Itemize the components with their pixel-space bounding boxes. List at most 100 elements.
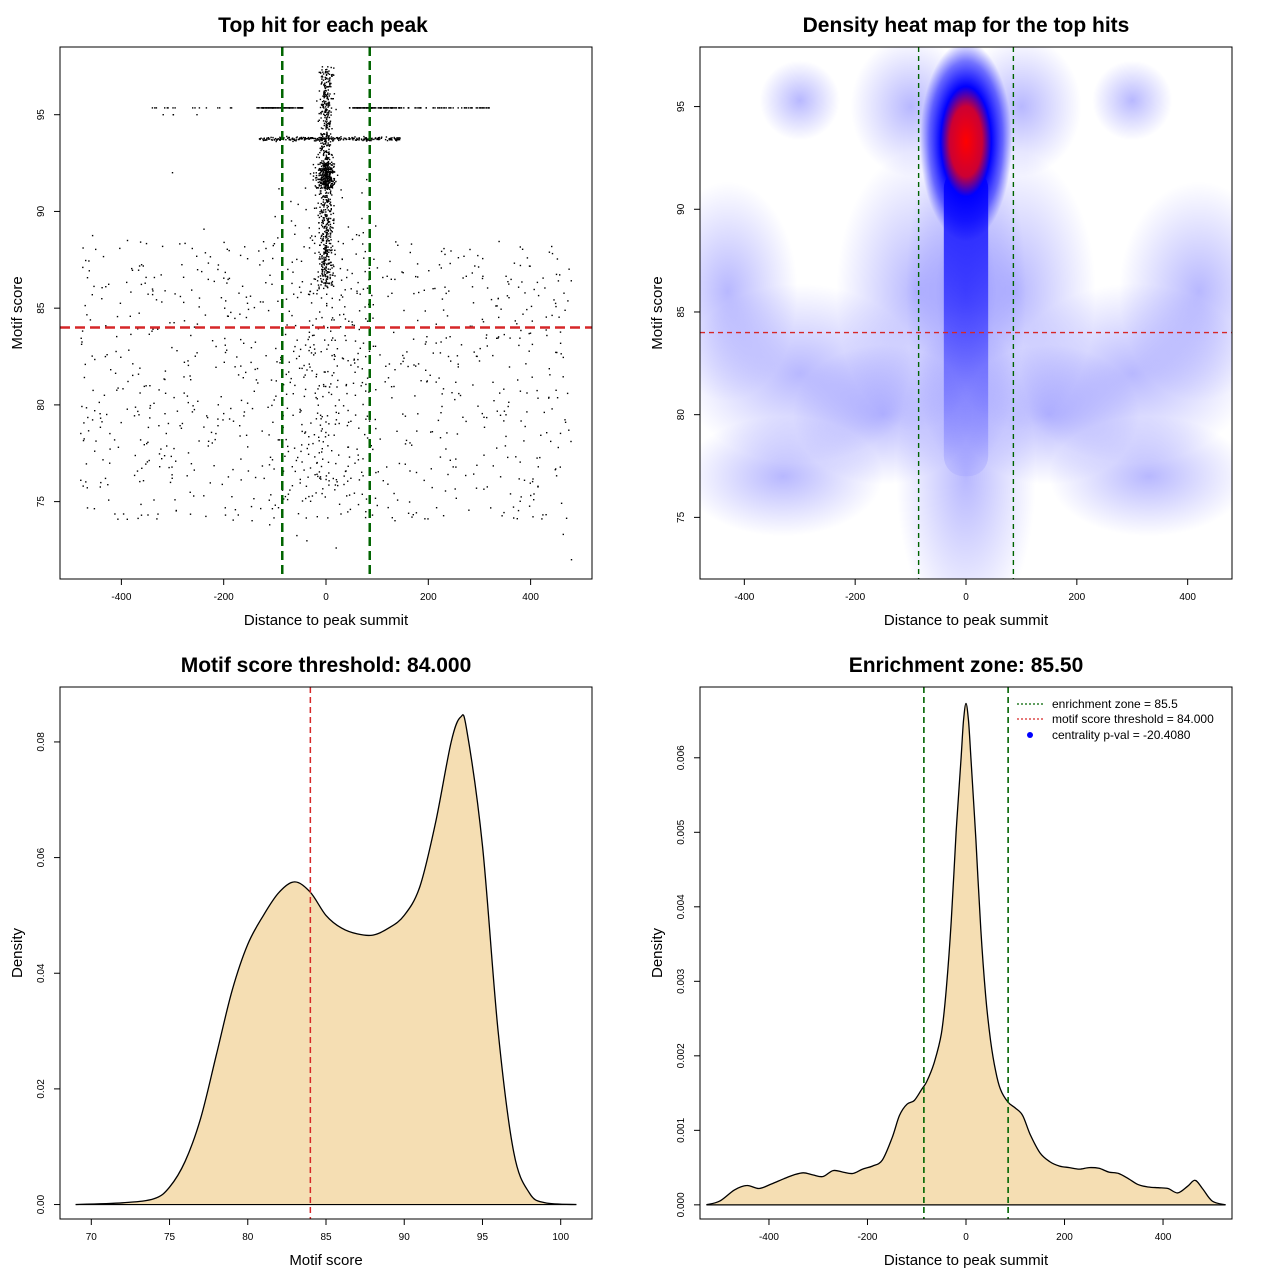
scatter-point: [325, 248, 327, 250]
y-tick-label: 0.02: [36, 1079, 47, 1099]
scatter-point: [145, 463, 147, 465]
scatter-point: [87, 430, 90, 432]
scatter-point: [474, 265, 476, 267]
scatter-point: [330, 330, 332, 332]
scatter-point: [254, 476, 257, 479]
reference-lines: [700, 47, 1232, 579]
scatter-point: [418, 291, 420, 294]
scatter-point: [358, 427, 360, 429]
scatter-point: [435, 342, 437, 344]
scatter-point: [387, 506, 389, 509]
scatter-point: [328, 125, 331, 128]
scatter-point: [204, 314, 207, 316]
scatter-point: [320, 174, 322, 176]
scatter-point: [332, 219, 334, 221]
scatter-point: [314, 137, 317, 140]
scatter-point: [327, 238, 329, 240]
scatter-point: [321, 104, 323, 106]
scatter-point: [300, 136, 303, 139]
x-tick-label: 0: [323, 592, 329, 603]
scatter-point: [228, 249, 230, 252]
scatter-point: [352, 382, 355, 384]
scatter-point: [327, 72, 329, 75]
scatter-point: [101, 298, 103, 300]
scatter-point: [357, 459, 360, 461]
scatter-point: [329, 78, 331, 80]
scatter-point: [256, 367, 259, 370]
scatter-point: [536, 281, 539, 284]
scatter-point: [326, 222, 329, 225]
scatter-point: [107, 484, 109, 486]
scatter-point: [431, 486, 433, 489]
scatter-point: [328, 101, 330, 103]
scatter-point: [426, 336, 428, 338]
scatter-point: [404, 463, 406, 465]
scatter-point: [325, 259, 327, 261]
scatter-point: [187, 360, 189, 362]
scatter-point: [325, 267, 327, 269]
scatter-point: [333, 170, 335, 173]
scatter-point: [83, 422, 85, 424]
scatter-point: [393, 492, 395, 495]
scatter-point: [457, 363, 459, 365]
scatter-point: [250, 347, 253, 349]
scatter-point: [457, 107, 459, 109]
scatter-point: [194, 355, 196, 357]
scatter-point: [325, 237, 327, 239]
scatter-point: [321, 240, 324, 242]
scatter-point: [437, 107, 439, 109]
scatter-point: [91, 355, 93, 357]
scatter-point: [134, 406, 137, 408]
scatter-point: [148, 333, 150, 335]
scatter-point: [301, 461, 303, 463]
scatter-point: [372, 304, 374, 306]
scatter-point: [126, 239, 129, 242]
scatter-point: [253, 498, 255, 500]
scatter-point: [307, 476, 309, 478]
scatter-point: [526, 257, 529, 259]
scatter-point: [312, 442, 314, 445]
scatter-point: [480, 107, 482, 109]
scatter-point: [525, 363, 527, 365]
scatter-point: [323, 163, 326, 166]
scatter-point: [496, 305, 498, 307]
scatter-point: [325, 108, 327, 110]
scatter-point: [398, 138, 400, 141]
scatter-point: [149, 404, 152, 407]
scatter-point: [93, 508, 96, 510]
scatter-point: [315, 179, 317, 181]
scatter-point: [333, 358, 335, 361]
scatter-point: [308, 495, 310, 498]
scatter-point: [181, 422, 184, 425]
scatter-point: [329, 77, 331, 79]
scatter-point: [324, 371, 326, 373]
scatter-point: [375, 471, 377, 474]
scatter-point: [315, 396, 317, 399]
scatter-point: [189, 375, 191, 377]
scatter-point: [167, 422, 170, 425]
scatter-point: [217, 425, 219, 427]
scatter-point: [329, 122, 331, 124]
scatter-point: [315, 174, 318, 177]
x-tick-label: 100: [552, 1232, 569, 1243]
scatter-point: [322, 169, 324, 171]
scatter-point: [271, 459, 274, 461]
legend: enrichment zone = 85.5 motif score thres…: [1017, 697, 1214, 742]
scatter-point: [321, 256, 323, 258]
scatter-point: [323, 275, 325, 277]
scatter-point: [465, 107, 468, 109]
scatter-point: [327, 165, 329, 167]
scatter-point: [327, 102, 329, 104]
scatter-point: [321, 137, 323, 139]
scatter-point: [530, 494, 532, 497]
scatter-point: [325, 231, 327, 234]
scatter-point: [329, 268, 331, 271]
scatter-point: [179, 295, 182, 298]
scatter-point: [405, 439, 408, 442]
scatter-point: [328, 262, 331, 264]
scatter-point: [332, 285, 335, 287]
scatter-point: [288, 371, 290, 373]
scatter-point: [327, 192, 329, 194]
scatter-point: [336, 348, 339, 350]
